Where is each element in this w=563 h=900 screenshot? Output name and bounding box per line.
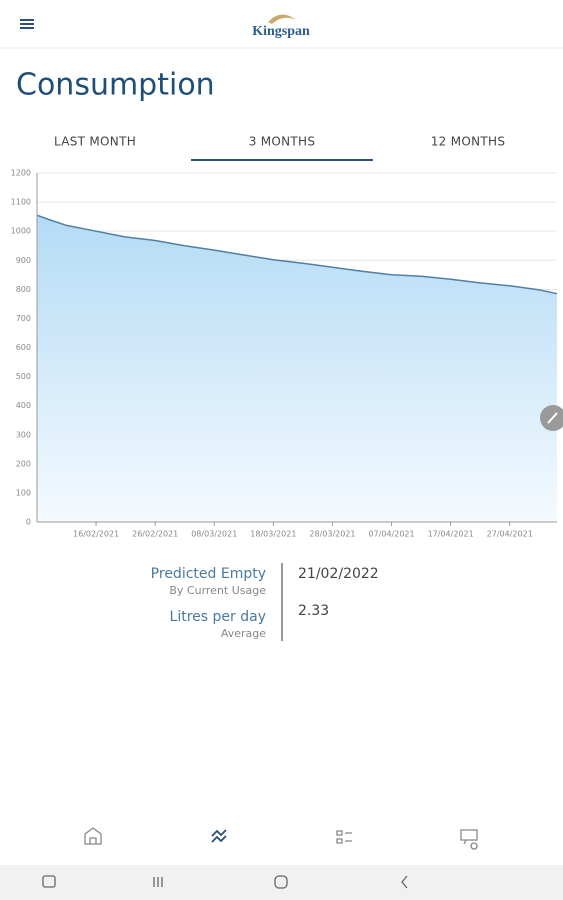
menu-button[interactable] bbox=[20, 19, 34, 29]
logo-mark bbox=[268, 14, 296, 24]
y-tick-label: 800 bbox=[16, 285, 31, 294]
system-button[interactable] bbox=[42, 875, 56, 888]
stats: Predicted Empty By Current Usage 21/02/202… bbox=[151, 566, 379, 640]
y-tick-label: 200 bbox=[16, 459, 31, 468]
stat-value: 21/02/2022 bbox=[298, 566, 379, 582]
stat-sublabel: By Current Usage bbox=[169, 584, 266, 597]
x-tick-label: 16/02/2021 bbox=[73, 530, 119, 539]
x-tick-label: 28/03/2021 bbox=[309, 530, 355, 539]
y-tick-label: 1000 bbox=[11, 227, 31, 236]
x-tick-label: 26/02/2021 bbox=[132, 530, 178, 539]
y-tick-label: 100 bbox=[16, 488, 31, 497]
y-tick-label: 0 bbox=[26, 518, 31, 527]
system-buttons bbox=[42, 875, 408, 889]
stat-label: Litres per day bbox=[170, 609, 266, 625]
y-tick-label: 500 bbox=[16, 372, 31, 381]
line bbox=[36, 214, 558, 295]
system-button[interactable] bbox=[401, 875, 408, 889]
tab[interactable]: LAST MONTH bbox=[54, 135, 136, 149]
stat-label: Predicted Empty bbox=[151, 566, 266, 582]
tab[interactable]: 3 MONTHS bbox=[249, 135, 316, 149]
tab-indicator bbox=[191, 159, 373, 161]
y-tick-label: 900 bbox=[16, 256, 31, 265]
nav-consumption[interactable] bbox=[211, 829, 227, 843]
x-tick-label: 27/04/2021 bbox=[487, 530, 533, 539]
edit-icon bbox=[547, 412, 558, 424]
nav-home[interactable] bbox=[84, 827, 102, 845]
system-button[interactable] bbox=[274, 875, 288, 889]
tab[interactable]: 12 MONTHS bbox=[431, 135, 506, 149]
area-fill bbox=[37, 215, 557, 522]
page-title: Consumption bbox=[16, 68, 215, 103]
nav-list[interactable] bbox=[336, 830, 352, 844]
stat-sublabel: Average bbox=[221, 627, 266, 640]
x-tick-label: 18/03/2021 bbox=[250, 530, 296, 539]
x-tick-label: 08/03/2021 bbox=[191, 530, 237, 539]
x-tick-label: 07/04/2021 bbox=[368, 530, 414, 539]
stat-value: 2.33 bbox=[298, 603, 329, 619]
chart: 0 100 200 300 400 500 600 700 800 900 1000 1100 1200… bbox=[11, 169, 558, 539]
y-tick-label: 1200 bbox=[11, 169, 31, 178]
y-tick-label: 700 bbox=[16, 314, 31, 323]
logo: Kingspan bbox=[252, 24, 310, 39]
x-tick-label: 17/04/2021 bbox=[428, 530, 474, 539]
system-bar bbox=[0, 865, 563, 900]
y-tick-label: 400 bbox=[16, 401, 31, 410]
y-tick-label: 1100 bbox=[11, 198, 31, 207]
bottom-nav bbox=[84, 827, 478, 850]
nav-device[interactable] bbox=[460, 829, 478, 850]
y-tick-label: 300 bbox=[16, 430, 31, 439]
system-button[interactable] bbox=[153, 877, 163, 887]
y-tick-label: 600 bbox=[16, 343, 31, 352]
